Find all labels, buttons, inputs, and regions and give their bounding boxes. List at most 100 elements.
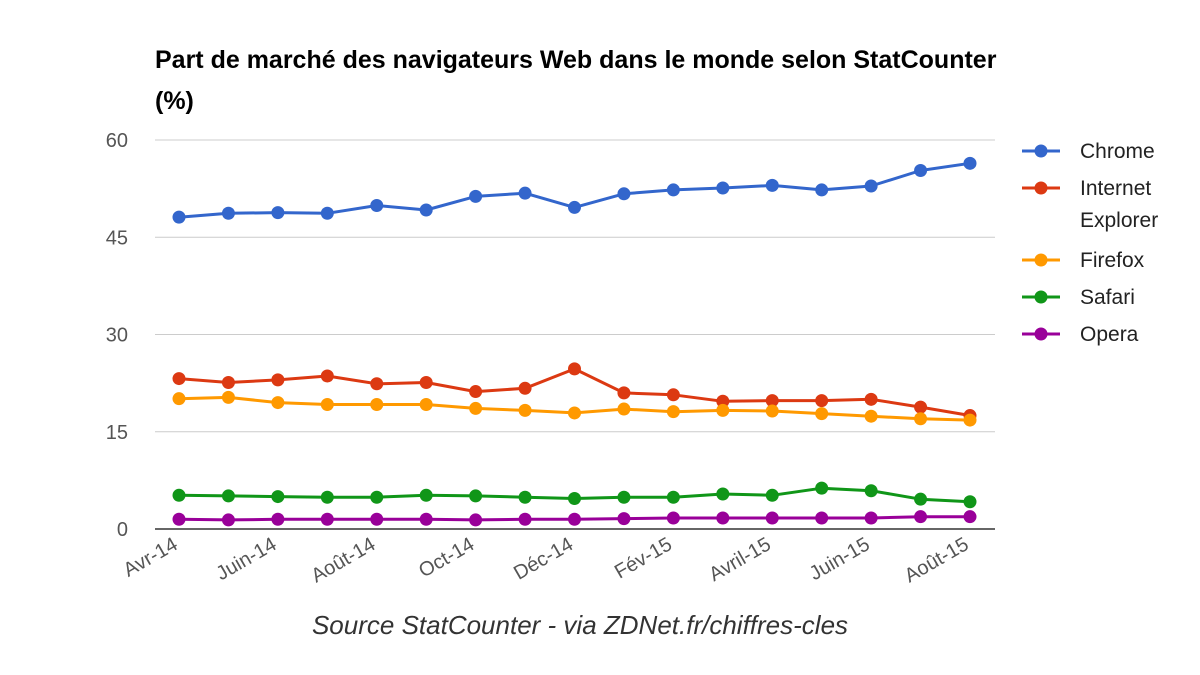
legend-label: Firefox [1080, 249, 1145, 272]
legend: Chrome Internet Explorer Firefox Safari Opera [1022, 140, 1158, 346]
data-point [914, 163, 928, 177]
data-point [320, 512, 334, 526]
x-tick-label: Oct-14 [415, 533, 478, 582]
data-point [963, 413, 977, 427]
x-tick-label: Août-15 [901, 533, 973, 587]
data-point [419, 512, 433, 526]
data-point [370, 512, 384, 526]
data-point [617, 187, 631, 201]
data-point [716, 181, 730, 195]
legend-item: Safari [1022, 286, 1135, 309]
data-point [765, 488, 779, 502]
x-tick-label: Juin-14 [213, 533, 281, 585]
y-tick-label: 60 [106, 130, 128, 152]
data-point [716, 394, 730, 408]
data-point [221, 390, 235, 404]
data-point [864, 511, 878, 525]
data-point [172, 512, 186, 526]
data-point [172, 210, 186, 224]
data-point [320, 490, 334, 504]
data-point [666, 388, 680, 402]
source-caption: Source StatCounter - via ZDNet.fr/chiffr… [311, 610, 849, 640]
gridlines [155, 139, 995, 530]
legend-item: Opera [1022, 323, 1139, 346]
data-point [469, 189, 483, 203]
data-point [568, 492, 581, 506]
y-axis-ticks: 0 15 30 45 60 [106, 130, 128, 541]
y-tick-label: 0 [117, 519, 128, 541]
data-point [666, 405, 680, 419]
data-point [271, 396, 285, 410]
legend-label: Opera [1080, 323, 1139, 346]
data-point [617, 512, 631, 526]
data-point [568, 200, 581, 214]
data-point [370, 377, 384, 391]
data-point [716, 403, 730, 417]
x-axis-ticks: Avr-14 Juin-14 Août-14 Oct-14 Déc-14 Fév-15 Av… [120, 533, 973, 587]
data-point [914, 492, 928, 506]
series-internet-explorer [172, 362, 977, 423]
legend-label: Internet [1080, 177, 1151, 200]
data-point [370, 198, 384, 212]
legend-item: Chrome [1022, 140, 1155, 163]
x-tick-label: Avril-15 [705, 533, 774, 586]
data-point [914, 400, 928, 414]
data-point [518, 512, 532, 526]
data-point [221, 375, 235, 389]
data-point [419, 375, 433, 389]
data-point [765, 394, 779, 408]
legend-label: Explorer [1080, 209, 1158, 232]
data-point [617, 386, 631, 400]
data-point [716, 511, 730, 525]
data-point [221, 489, 235, 503]
data-point [370, 398, 384, 412]
data-point [518, 381, 532, 395]
data-point [469, 489, 483, 503]
x-tick-label: Avr-14 [120, 533, 182, 581]
data-point [419, 488, 433, 502]
data-point [221, 206, 235, 220]
data-point [963, 510, 977, 524]
data-point [864, 409, 878, 423]
y-tick-label: 30 [106, 325, 128, 347]
data-point [815, 394, 829, 408]
x-tick-label: Déc-14 [510, 533, 577, 584]
y-tick-label: 15 [106, 422, 128, 444]
data-point [617, 490, 631, 504]
data-point [419, 203, 433, 217]
data-point [864, 392, 878, 406]
data-point [469, 513, 483, 527]
data-point [568, 512, 581, 526]
series-chrome [172, 156, 977, 224]
data-point [914, 412, 928, 426]
data-point [765, 511, 779, 525]
data-point [568, 406, 581, 420]
data-point [370, 490, 384, 504]
legend-swatch-dot [1034, 290, 1048, 304]
data-point [320, 369, 334, 383]
data-point [172, 488, 186, 502]
legend-label: Chrome [1080, 140, 1155, 163]
data-point [914, 510, 928, 524]
x-tick-label: Fév-15 [611, 533, 676, 583]
legend-swatch-dot [1034, 253, 1048, 267]
data-point [518, 186, 532, 200]
data-point [271, 490, 285, 504]
data-point [765, 404, 779, 418]
data-point [271, 512, 285, 526]
data-point [271, 206, 285, 220]
legend-swatch-dot [1034, 327, 1048, 341]
data-point [221, 513, 235, 527]
chart-title: Part de marché des navigateurs Web dans … [155, 46, 997, 115]
data-point [518, 490, 532, 504]
y-tick-label: 45 [106, 227, 128, 249]
legend-swatch-dot [1034, 144, 1048, 158]
data-point [172, 372, 186, 386]
data-point [963, 156, 977, 170]
data-point [568, 362, 581, 376]
data-point [963, 495, 977, 509]
x-tick-label: Juin-15 [806, 533, 874, 585]
series-firefox [172, 390, 977, 427]
data-point [666, 511, 680, 525]
